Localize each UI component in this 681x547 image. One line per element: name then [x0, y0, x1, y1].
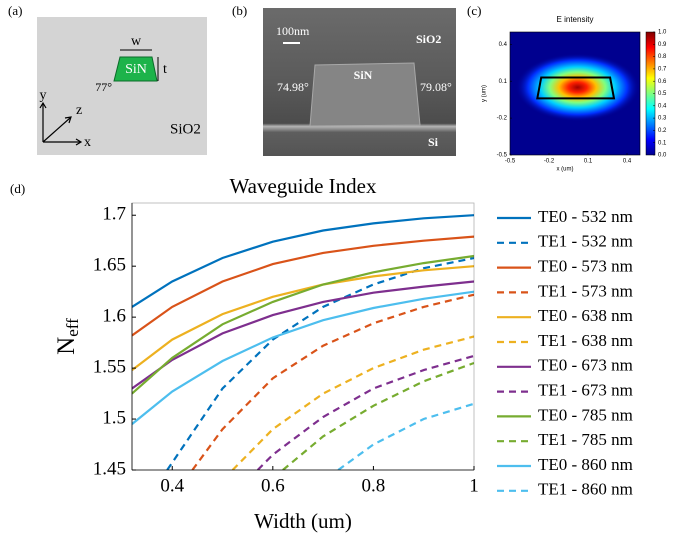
core-label: SiN	[125, 62, 147, 77]
colorbar-tick-label: 0.3	[658, 116, 667, 122]
legend-label: TE1 - 573 nm	[538, 281, 633, 300]
legend-label: TE1 - 532 nm	[538, 232, 633, 251]
x-tick-label: -0.2	[544, 159, 555, 165]
y-tick-label: 0.1	[499, 79, 508, 85]
y-tick-label: 0.4	[499, 42, 508, 48]
figure: (a) w t SiN 77° SiO2 y z x (b) 100nm SiO…	[0, 0, 681, 542]
y-tick-label: 1.55	[93, 356, 126, 377]
legend-label: TE0 - 638 nm	[538, 306, 633, 325]
colorbar-tick-label: 1.0	[658, 30, 667, 36]
colorbar-tick-label: 0.5	[658, 91, 667, 97]
y-tick-label: 1.65	[93, 255, 126, 276]
chart-title: Waveguide Index	[230, 174, 378, 198]
legend-label: TE0 - 573 nm	[538, 257, 633, 276]
y-axis-label: y (um)	[482, 85, 488, 102]
legend-label: TE0 - 785 nm	[538, 405, 633, 424]
legend-label: TE1 - 860 nm	[538, 480, 633, 499]
panel-label: (d)	[10, 181, 25, 196]
x-tick-label: 0.1	[584, 159, 593, 165]
colorbar-tick-label: 0.2	[658, 128, 667, 134]
data-line	[283, 363, 474, 470]
legend-label: TE1 - 785 nm	[538, 430, 633, 449]
y-tick-label: 1.6	[102, 305, 126, 326]
data-line	[338, 404, 474, 470]
x-axis-label: x (um)	[557, 167, 574, 173]
y-tick-label: -0.2	[497, 116, 508, 122]
y-tick-label: 1.7	[102, 204, 126, 225]
data-line	[233, 337, 474, 471]
scale-label: 100nm	[276, 24, 310, 38]
page: {"panels": { "a": {"label": "(a)", "core…	[0, 0, 681, 542]
data-line	[132, 215, 474, 307]
colorbar-tick-label: 0.4	[658, 103, 667, 109]
x-tick-label: 0.4	[623, 159, 632, 165]
cladding-label: SiO2	[416, 32, 441, 46]
legend-label: TE1 - 638 nm	[538, 331, 633, 350]
colorbar-tick-label: 0.1	[658, 140, 667, 146]
panel-label: (a)	[8, 3, 22, 18]
x-tick-label: 0.4	[160, 475, 184, 496]
y-axis-label: Neff	[53, 318, 82, 355]
colorbar-tick-label: 0.0	[658, 153, 667, 159]
angle-label: 77°	[95, 80, 112, 94]
panel-label: (c)	[467, 3, 481, 18]
x-tick-label: 0.8	[362, 475, 386, 496]
substrate-label: Si	[428, 135, 439, 149]
x-axis-label: Width (um)	[254, 509, 352, 533]
x-tick-label: -0.5	[505, 159, 516, 165]
y-axis-label-sub: eff	[63, 318, 82, 337]
colorbar-tick-label: 0.9	[658, 42, 667, 48]
y-tick-label: 1.5	[102, 407, 126, 428]
width-label: w	[131, 34, 142, 49]
axis-label: x	[84, 135, 91, 150]
colorbar-tick-label: 0.6	[658, 79, 667, 85]
legend-label: TE1 - 673 nm	[538, 381, 633, 400]
x-tick-label: 0.6	[261, 475, 285, 496]
data-line	[192, 295, 474, 470]
colorbar-tick-label: 0.7	[658, 66, 667, 72]
axis-label: y	[40, 88, 47, 103]
colorbar-tick-label: 0.8	[658, 54, 667, 60]
y-tick-label: 1.45	[93, 458, 126, 479]
axis-label: z	[76, 103, 82, 118]
series-group	[132, 215, 474, 470]
cladding-label: SiO2	[170, 121, 201, 137]
core-label: SiN	[354, 68, 373, 82]
field-plot: E intensity -0.5 -0.2 0.1 0.4 -0.5 -0.2 0.1 0.4 x…	[482, 15, 667, 172]
legend-label: TE0 - 860 nm	[538, 455, 633, 474]
x-tick-label: 1	[469, 475, 479, 496]
legend-label: TE0 - 673 nm	[538, 356, 633, 375]
angle-label: 79.08°	[420, 80, 452, 94]
legend-label: TE0 - 532 nm	[538, 207, 633, 226]
angle-label: 74.98°	[277, 80, 309, 94]
y-axis-label-main: N	[53, 337, 80, 355]
data-line	[258, 356, 474, 470]
thickness-label: t	[163, 62, 167, 77]
line-chart: Waveguide Index TE0 - 532 nm TE1 - 532 nm T…	[53, 174, 633, 533]
y-tick-label: -0.5	[497, 153, 508, 159]
panel-label: (b)	[232, 3, 247, 18]
plot-frame	[132, 203, 474, 470]
field-mode	[516, 53, 640, 121]
plot-title: E intensity	[557, 15, 594, 24]
